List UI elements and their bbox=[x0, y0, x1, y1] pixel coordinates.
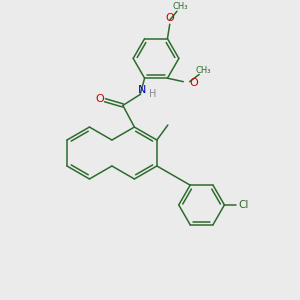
Text: N: N bbox=[138, 85, 147, 95]
Text: O: O bbox=[95, 94, 104, 104]
Text: CH₃: CH₃ bbox=[195, 66, 211, 75]
Text: H: H bbox=[148, 89, 156, 99]
Text: O: O bbox=[189, 77, 198, 88]
Text: CH₃: CH₃ bbox=[173, 2, 188, 11]
Text: Cl: Cl bbox=[239, 200, 249, 210]
Text: O: O bbox=[165, 13, 174, 23]
